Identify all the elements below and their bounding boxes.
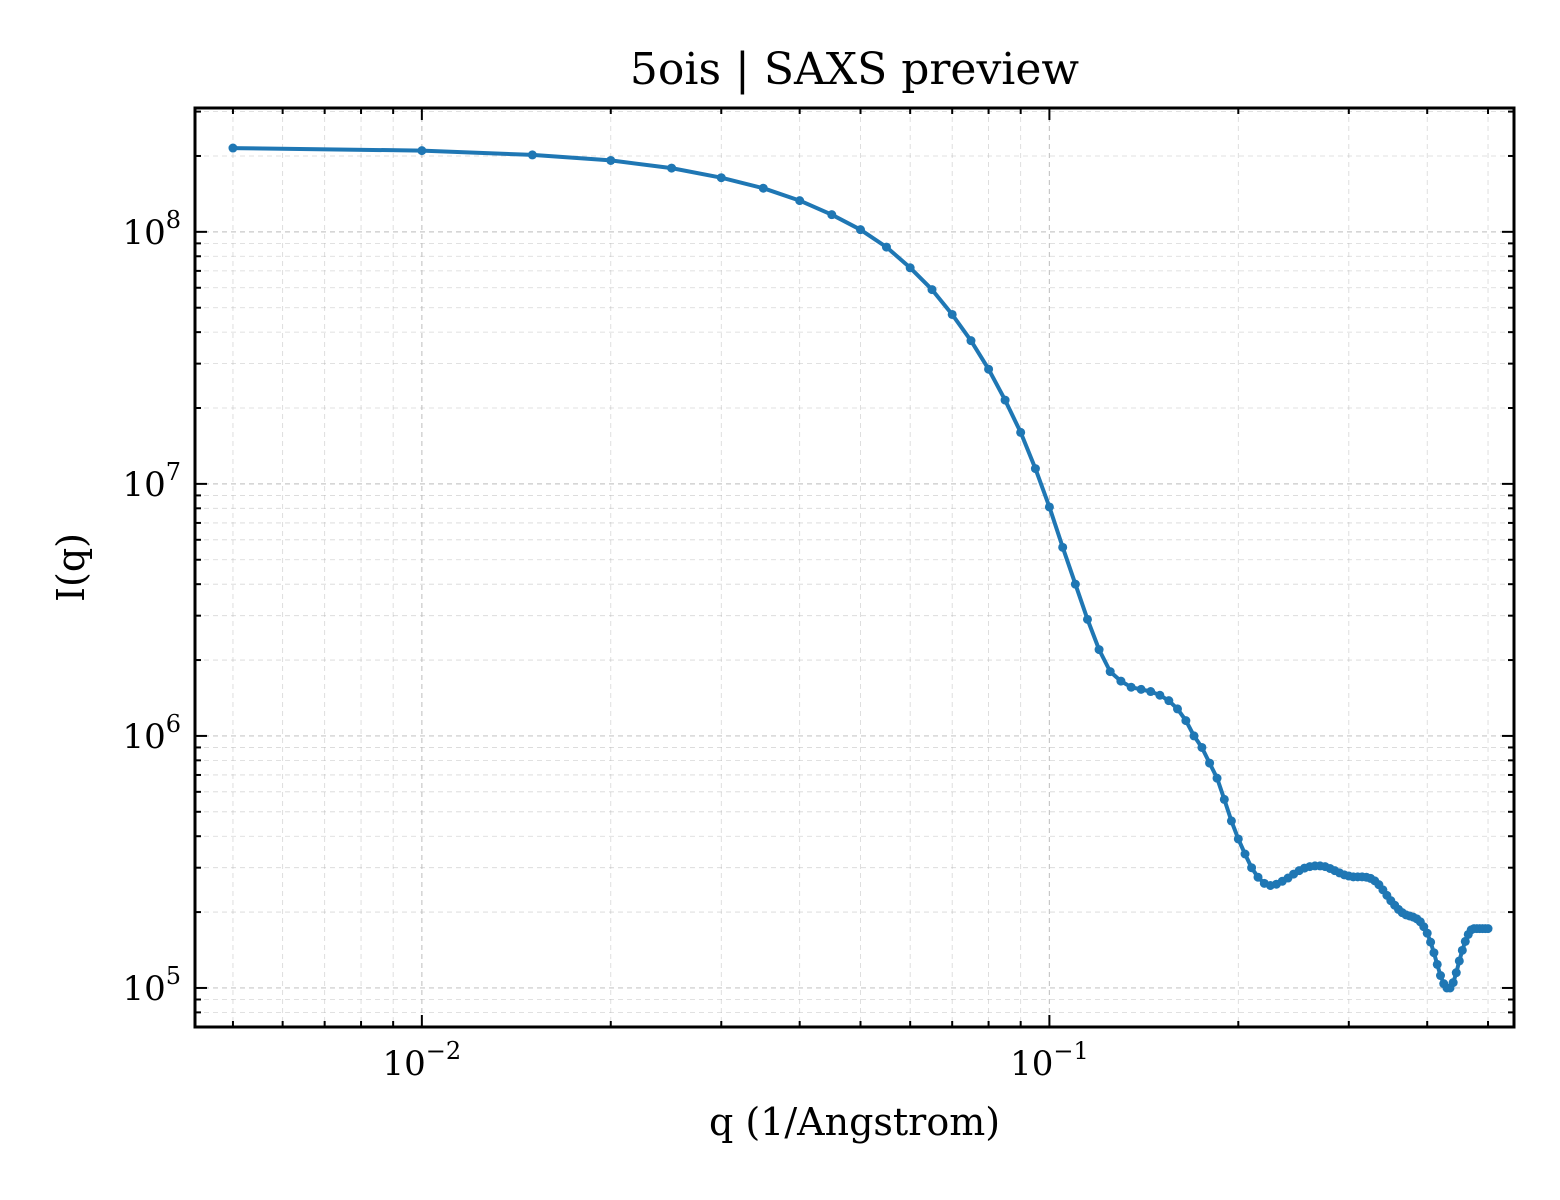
data-point — [795, 196, 805, 206]
data-point — [1155, 690, 1165, 700]
data-point — [1436, 971, 1446, 981]
y-tick-label: 106 — [122, 710, 181, 757]
data-point — [1030, 464, 1040, 474]
data-point — [1197, 742, 1207, 752]
data-point — [1105, 667, 1115, 677]
x-tick-label: 10−2 — [383, 1037, 462, 1084]
plot-frame — [193, 106, 1516, 1029]
data-point — [966, 336, 976, 346]
data-point — [1000, 395, 1010, 405]
data-point — [417, 146, 427, 156]
data-point — [881, 242, 891, 252]
data-point — [1219, 794, 1229, 804]
data-point — [606, 155, 616, 165]
data-point — [1164, 696, 1174, 706]
data-point — [1253, 872, 1263, 882]
data-point — [1205, 758, 1215, 768]
chart-title: 5ois | SAXS preview — [630, 44, 1080, 95]
y-tick-label: 107 — [122, 458, 181, 505]
x-tick-label: 10−1 — [1010, 1037, 1089, 1084]
data-point — [1126, 682, 1136, 692]
data-point — [1448, 978, 1458, 988]
data-point — [1058, 542, 1068, 552]
data-point — [1233, 834, 1243, 844]
y-axis-label: I(q) — [49, 533, 93, 602]
data-point — [927, 285, 937, 295]
data-point — [1422, 928, 1432, 938]
data-point — [1426, 937, 1436, 947]
data-point — [758, 183, 768, 193]
data-point — [1247, 863, 1257, 873]
data-point — [1240, 849, 1250, 859]
data-point — [1016, 427, 1026, 437]
data-point — [1136, 684, 1146, 694]
data-point — [1146, 687, 1156, 697]
data-point — [1181, 716, 1191, 726]
data-point — [1460, 936, 1470, 946]
data-point — [1432, 959, 1442, 969]
data-point — [1094, 645, 1104, 655]
data-point — [1116, 676, 1126, 686]
data-point — [228, 143, 238, 153]
data-point — [1172, 704, 1182, 714]
tick-labels: 10−2 10−1 105 106 107 108 — [122, 206, 1088, 1084]
y-tick-label: 105 — [122, 962, 181, 1009]
y-tick-label: 108 — [122, 206, 181, 253]
data-point — [1483, 924, 1493, 934]
data-point — [1212, 773, 1222, 783]
data-point — [827, 210, 837, 220]
data-point — [527, 150, 537, 160]
data-point — [1226, 816, 1236, 826]
data-point — [947, 309, 957, 319]
data-point — [1451, 968, 1461, 978]
data-point — [667, 163, 677, 173]
data-point — [1454, 956, 1464, 966]
x-axis-label: q (1/Angstrom) — [709, 1100, 1000, 1144]
data-series — [228, 143, 1493, 993]
grid-lines — [195, 108, 1514, 1028]
data-point — [1189, 731, 1199, 741]
data-point — [1044, 502, 1054, 512]
data-point — [855, 225, 865, 235]
data-point — [905, 263, 915, 273]
data-point — [1082, 614, 1092, 624]
data-point — [984, 364, 994, 374]
data-point — [1070, 579, 1080, 589]
data-point — [1429, 948, 1439, 958]
data-point — [716, 173, 726, 183]
data-point — [1457, 945, 1467, 955]
